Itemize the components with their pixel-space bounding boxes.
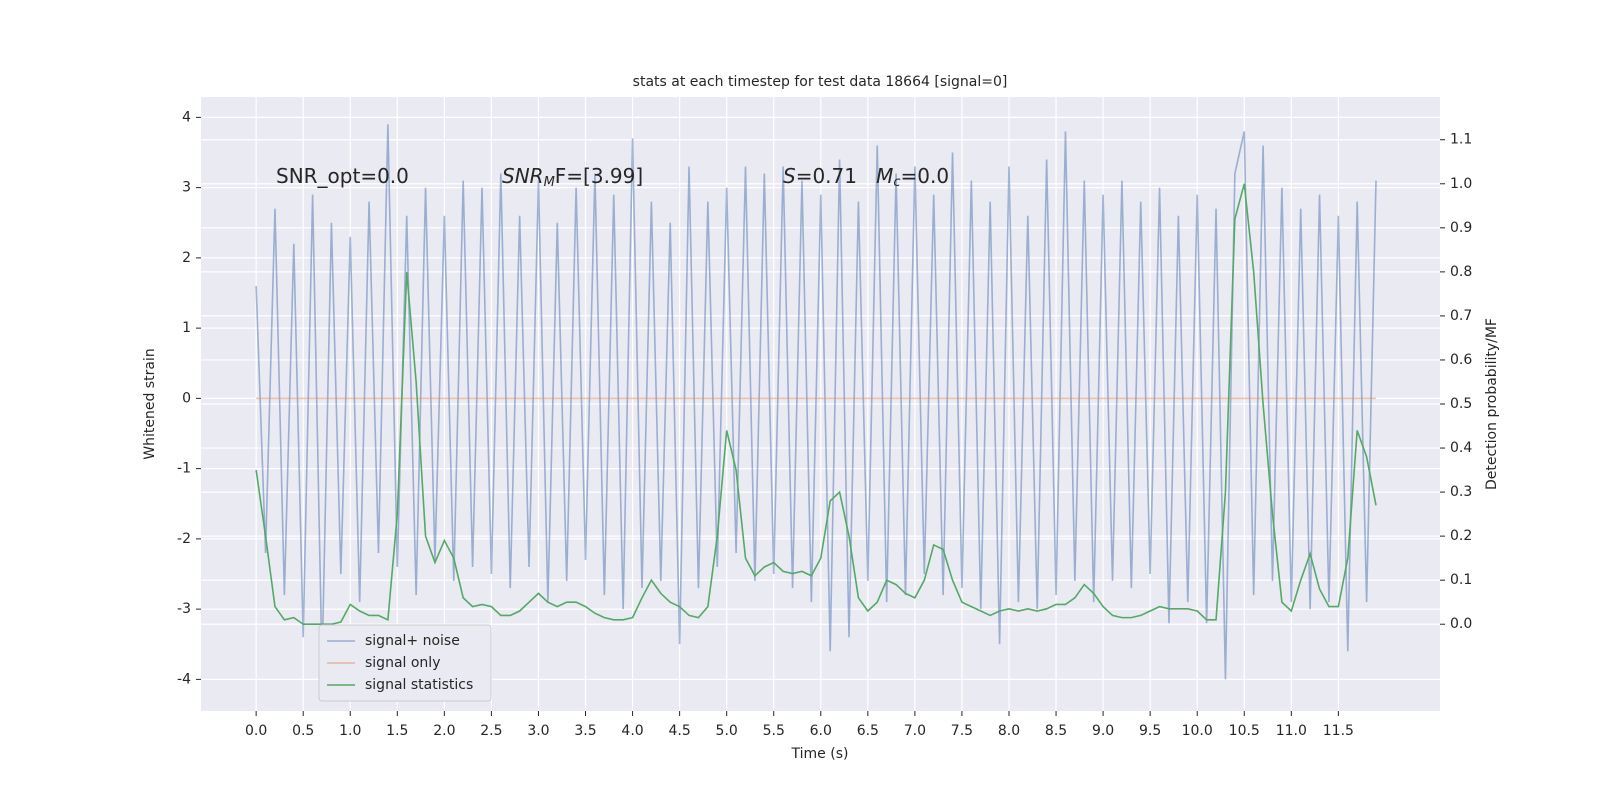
legend-label: signal only: [365, 655, 440, 671]
y2-tick-label: 0.6: [1450, 352, 1472, 368]
x-tick-label: 3.0: [527, 723, 549, 739]
y2-axis-label: Detection probability/MF: [1484, 318, 1500, 490]
annotation-part: M: [876, 164, 893, 188]
annotation-part: F=[3.99]: [555, 164, 643, 188]
x-tick-label: 1.0: [339, 723, 361, 739]
x-tick-label: 10.0: [1182, 723, 1213, 739]
legend-label: signal+ noise: [365, 633, 460, 649]
y-tick-label: 1: [182, 320, 191, 336]
annotation: SNR_opt=0.0: [276, 164, 409, 188]
annotation-part: M: [544, 175, 555, 190]
annotation: SNRMF=[3.99]: [502, 164, 643, 190]
x-tick-label: 5.0: [716, 723, 738, 739]
annotation-part: =0.0: [901, 164, 950, 188]
x-tick-label: 11.5: [1323, 723, 1354, 739]
y2-tick-label: 0.9: [1450, 220, 1472, 236]
marks: [201, 97, 1440, 711]
annotation-part: c: [893, 175, 900, 190]
x-tick-label: 1.5: [386, 723, 408, 739]
y-tick-label: 2: [182, 250, 191, 266]
series-line: [255, 183, 1377, 626]
annotation-part: SNR_opt=0.0: [276, 164, 409, 188]
x-tick-label: 5.5: [763, 723, 785, 739]
y-axis-label: Whitened strain: [142, 348, 158, 459]
x-tick-label: 4.0: [621, 723, 643, 739]
annotation-part: SNR: [502, 164, 544, 188]
annotation: S=0.71 Mc=0.0: [783, 164, 949, 190]
x-tick-label: 6.5: [857, 723, 879, 739]
y2-tick-label: 0.3: [1450, 484, 1472, 500]
x-tick-label: 0.5: [292, 723, 314, 739]
annotation-part: =0.71: [796, 164, 876, 188]
y-tick-label: 4: [182, 109, 191, 125]
y2-tick-label: 0.2: [1450, 528, 1472, 544]
x-tick-label: 7.0: [904, 723, 926, 739]
y-tick-label: 3: [182, 180, 191, 196]
x-tick-label: 7.5: [951, 723, 973, 739]
y-tick-label: -1: [177, 461, 191, 477]
y-tick-label: -4: [177, 671, 191, 687]
x-tick-label: 3.5: [574, 723, 596, 739]
y2-tick-label: 0.8: [1450, 264, 1472, 280]
x-tick-label: 8.5: [1045, 723, 1067, 739]
x-tick-label: 2.5: [480, 723, 502, 739]
x-tick-label: 9.5: [1139, 723, 1161, 739]
legend-label: signal statistics: [365, 677, 473, 693]
y2-tick-label: 0.0: [1450, 616, 1472, 632]
y2-tick-label: 1.1: [1450, 132, 1472, 148]
y-tick-label: -2: [177, 531, 191, 547]
legend-box: [318, 624, 492, 702]
y2-tick-label: 0.4: [1450, 440, 1472, 456]
y2-tick-label: 0.7: [1450, 308, 1472, 324]
x-tick-label: 11.0: [1276, 723, 1307, 739]
y2-tick-label: 0.5: [1450, 396, 1472, 412]
y2-tick-label: 0.1: [1450, 572, 1472, 588]
x-tick-label: 6.0: [810, 723, 832, 739]
x-tick-label: 2.0: [433, 723, 455, 739]
x-tick-label: 10.5: [1229, 723, 1260, 739]
x-tick-label: 9.0: [1092, 723, 1114, 739]
x-tick-label: 0.0: [245, 723, 267, 739]
y-tick-label: 0: [182, 390, 191, 406]
chart-title: stats at each timestep for test data 186…: [633, 74, 1008, 90]
annotation-part: S: [783, 164, 796, 188]
x-tick-label: 4.5: [668, 723, 690, 739]
x-axis-label: Time (s): [791, 746, 849, 762]
y-tick-label: -3: [177, 601, 191, 617]
x-tick-label: 8.0: [998, 723, 1020, 739]
y2-tick-label: 1.0: [1450, 176, 1472, 192]
